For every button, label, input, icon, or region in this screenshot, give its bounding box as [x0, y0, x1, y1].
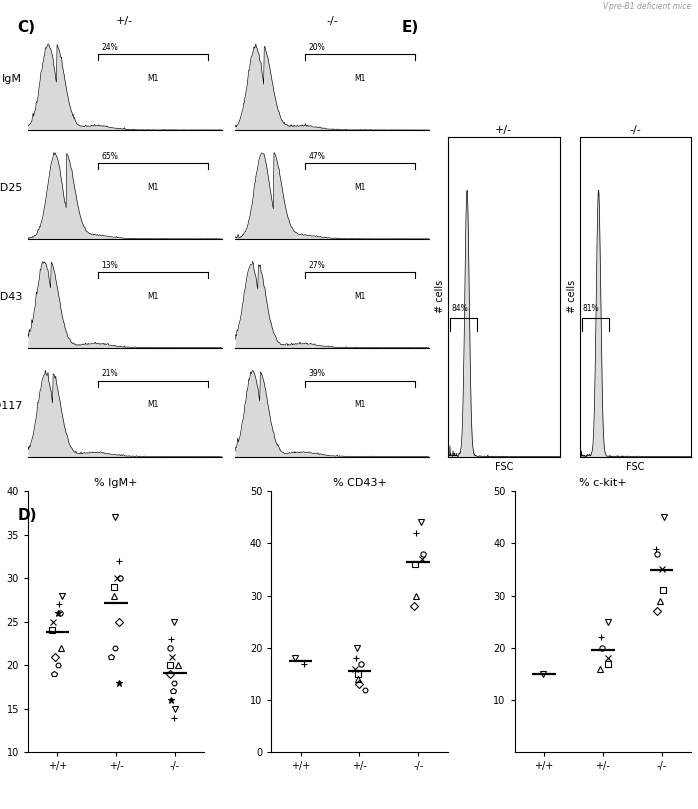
Text: 81%: 81%	[583, 303, 600, 312]
Text: M1: M1	[355, 183, 366, 192]
Text: M1: M1	[355, 74, 366, 83]
X-axis label: FSC: FSC	[626, 462, 644, 472]
Text: M1: M1	[355, 400, 366, 409]
Text: E): E)	[402, 20, 419, 36]
Text: 47%: 47%	[309, 152, 325, 161]
Text: M1: M1	[147, 400, 158, 409]
Title: % c-kit+: % c-kit+	[579, 477, 627, 488]
Text: V pre-B1 deficient mice: V pre-B1 deficient mice	[603, 2, 691, 11]
Title: -/-: -/-	[630, 125, 641, 135]
Y-axis label: CD25: CD25	[0, 183, 22, 193]
Text: M1: M1	[147, 74, 158, 83]
Title: % IgM+: % IgM+	[94, 477, 138, 488]
Title: +/-: +/-	[496, 125, 512, 135]
Text: 27%: 27%	[309, 260, 325, 269]
Text: D): D)	[17, 508, 37, 523]
Title: % CD43+: % CD43+	[332, 477, 387, 488]
Text: M1: M1	[355, 291, 366, 301]
Text: 84%: 84%	[452, 303, 468, 312]
Y-axis label: IgM: IgM	[2, 74, 22, 84]
Text: C): C)	[17, 20, 36, 36]
Text: 21%: 21%	[101, 370, 118, 379]
Y-axis label: # cells: # cells	[567, 280, 577, 314]
X-axis label: FSC: FSC	[495, 462, 513, 472]
Y-axis label: CD43: CD43	[0, 292, 22, 302]
Y-axis label: # cells: # cells	[436, 280, 445, 314]
Text: 24%: 24%	[101, 43, 118, 52]
Y-axis label: CD117: CD117	[0, 400, 22, 411]
Text: 20%: 20%	[309, 43, 325, 52]
Text: 13%: 13%	[101, 260, 118, 269]
Text: 39%: 39%	[309, 370, 325, 379]
Title: +/-: +/-	[116, 16, 133, 26]
Title: -/-: -/-	[326, 16, 338, 26]
Text: 65%: 65%	[101, 152, 119, 161]
Text: M1: M1	[147, 291, 158, 301]
Text: M1: M1	[147, 183, 158, 192]
